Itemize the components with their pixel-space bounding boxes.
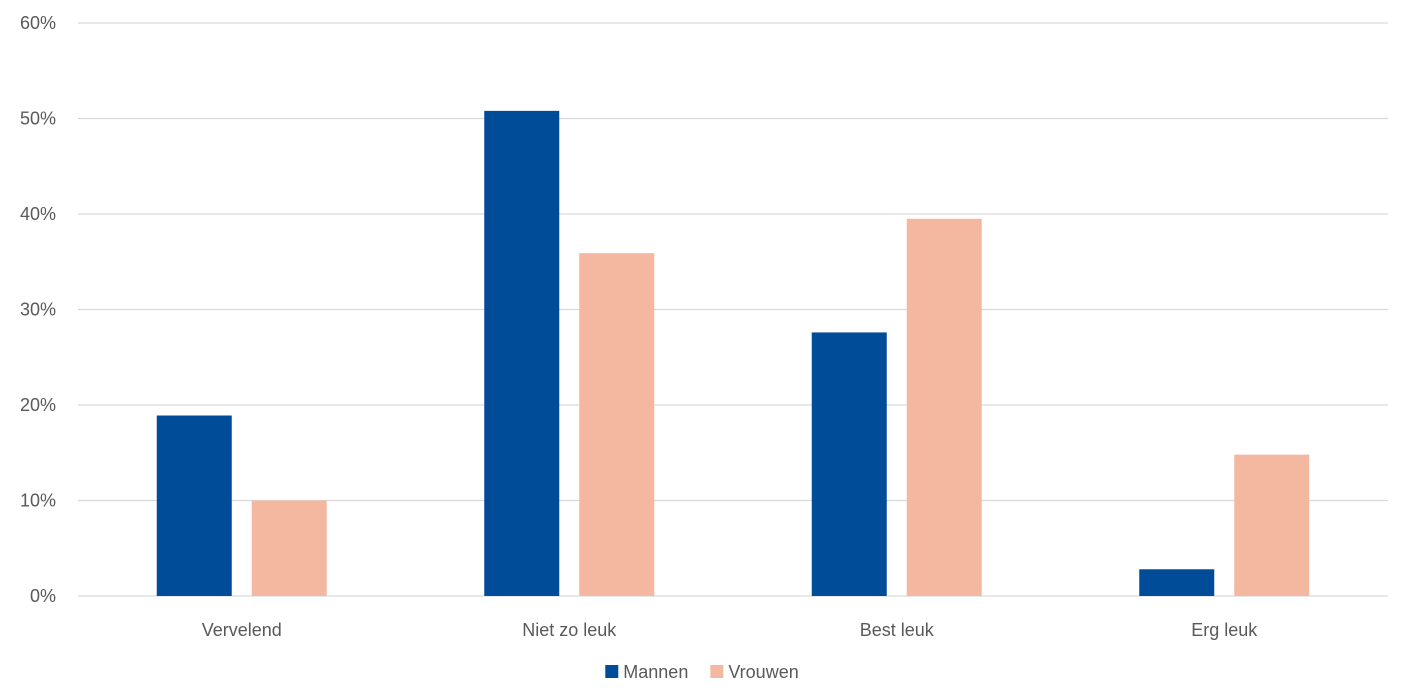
legend-label: Mannen — [623, 662, 688, 682]
x-category-label: Best leuk — [860, 620, 935, 640]
legend-item-mannen: Mannen — [605, 662, 688, 682]
y-tick-label: 10% — [20, 491, 56, 511]
bars — [156, 110, 1310, 597]
x-category-label: Vervelend — [202, 620, 282, 640]
x-category-label: Niet zo leuk — [522, 620, 617, 640]
y-tick-label: 40% — [20, 204, 56, 224]
bar-mannen-best-leuk — [811, 332, 887, 596]
y-tick-label: 20% — [20, 395, 56, 415]
bar-mannen-erg-leuk — [1139, 569, 1215, 596]
bar-vrouwen-vervelend — [251, 500, 327, 596]
legend: Mannen Vrouwen — [605, 662, 799, 682]
bar-vrouwen-niet-zo-leuk — [579, 253, 655, 596]
x-axis-category-labels: Vervelend Niet zo leuk Best leuk Erg leuk — [202, 620, 1259, 640]
legend-label: Vrouwen — [728, 662, 798, 682]
bar-vrouwen-erg-leuk — [1234, 454, 1310, 596]
x-category-label: Erg leuk — [1191, 620, 1258, 640]
bar-mannen-vervelend — [156, 415, 232, 596]
y-tick-label: 60% — [20, 13, 56, 33]
legend-swatch — [605, 665, 619, 678]
y-tick-label: 0% — [30, 586, 56, 606]
legend-item-vrouwen: Vrouwen — [710, 662, 799, 682]
bar-mannen-niet-zo-leuk — [484, 110, 560, 597]
legend-swatch — [710, 665, 724, 678]
y-tick-label: 30% — [20, 300, 56, 320]
bar-vrouwen-best-leuk — [906, 218, 982, 596]
y-axis-tick-labels: 0% 10% 20% 30% 40% 50% 60% — [20, 13, 56, 606]
y-tick-label: 50% — [20, 109, 56, 129]
